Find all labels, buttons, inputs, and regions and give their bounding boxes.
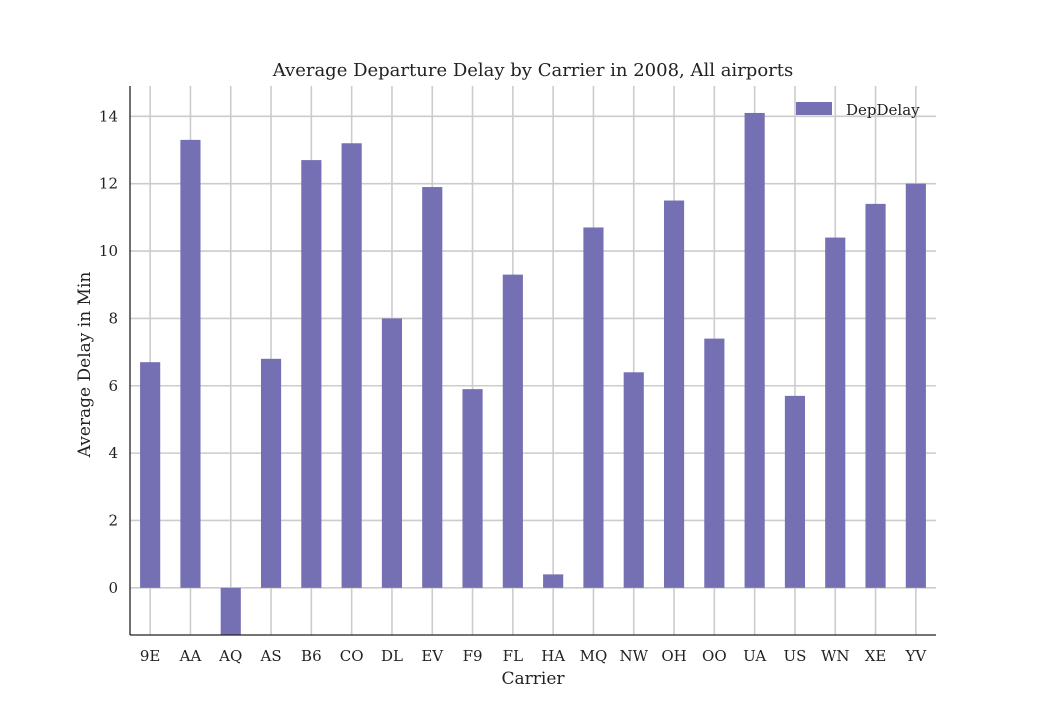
x-tick-label: EV [421, 647, 444, 665]
bar-yv [905, 183, 926, 588]
bar-aa [180, 139, 201, 588]
x-tick-label: FL [503, 647, 523, 665]
x-tick-label: AS [259, 647, 281, 665]
x-tick-label: OH [661, 647, 686, 665]
y-tick-label: 4 [108, 444, 118, 462]
y-tick-label: 12 [99, 175, 118, 193]
x-tick-labels: 9E AA AQ AS B6 CO DL EV F9 FL HA MQ NW OH OO UA US WN XE YV [140, 647, 927, 665]
chart-title: Average Departure Delay by Carrier in 20… [272, 60, 793, 81]
bar-oo [704, 338, 725, 588]
x-tick-label: WN [821, 647, 850, 665]
x-tick-label: F9 [463, 647, 483, 665]
bar-mq [583, 227, 604, 588]
bar-xe [865, 203, 886, 588]
x-tick-label: HA [541, 647, 565, 665]
y-axis-label: Average Delay in Min [75, 272, 95, 459]
x-tick-label: CO [340, 647, 364, 665]
bar-ev [422, 187, 443, 588]
bar-co [341, 143, 362, 588]
bars [140, 112, 926, 635]
y-tick-label: 10 [99, 242, 118, 260]
x-tick-label: XE [865, 647, 887, 665]
x-tick-label: YV [904, 647, 927, 665]
x-tick-label: DL [381, 647, 403, 665]
x-axis-label: Carrier [501, 669, 565, 689]
x-tick-label: MQ [580, 647, 608, 665]
y-tick-labels: 0 2 4 6 8 10 12 14 [99, 107, 118, 597]
bar-oh [663, 200, 685, 588]
x-tick-label: AQ [218, 647, 242, 665]
bar-f9 [462, 389, 483, 588]
legend: DepDelay [796, 101, 920, 119]
y-tick-label: 8 [108, 309, 118, 327]
bar-b6 [301, 160, 322, 588]
bar-nw [623, 372, 644, 588]
y-tick-label: 14 [99, 107, 118, 125]
bar-fl [502, 274, 523, 588]
x-tick-label: US [783, 647, 806, 665]
bar-9e [140, 362, 161, 588]
x-tick-label: UA [743, 647, 766, 665]
bar-ua [744, 112, 765, 588]
bar-aq [220, 587, 241, 635]
x-tick-label: NW [619, 647, 648, 665]
legend-swatch [796, 102, 832, 115]
y-tick-label: 0 [108, 579, 118, 597]
y-tick-label: 2 [108, 511, 118, 529]
legend-label: DepDelay [846, 101, 920, 119]
bar-dl [381, 318, 403, 588]
y-tick-label: 6 [108, 377, 118, 395]
grid-lines [130, 86, 936, 635]
bar-ha [543, 574, 564, 588]
x-tick-label: AA [179, 647, 202, 665]
x-tick-label: 9E [140, 647, 161, 665]
axes [129, 86, 936, 636]
x-tick-label: OO [702, 647, 727, 665]
x-tick-label: B6 [301, 647, 322, 665]
bar-as [260, 358, 282, 588]
bar-wn [825, 237, 846, 588]
bar-us [784, 395, 806, 588]
